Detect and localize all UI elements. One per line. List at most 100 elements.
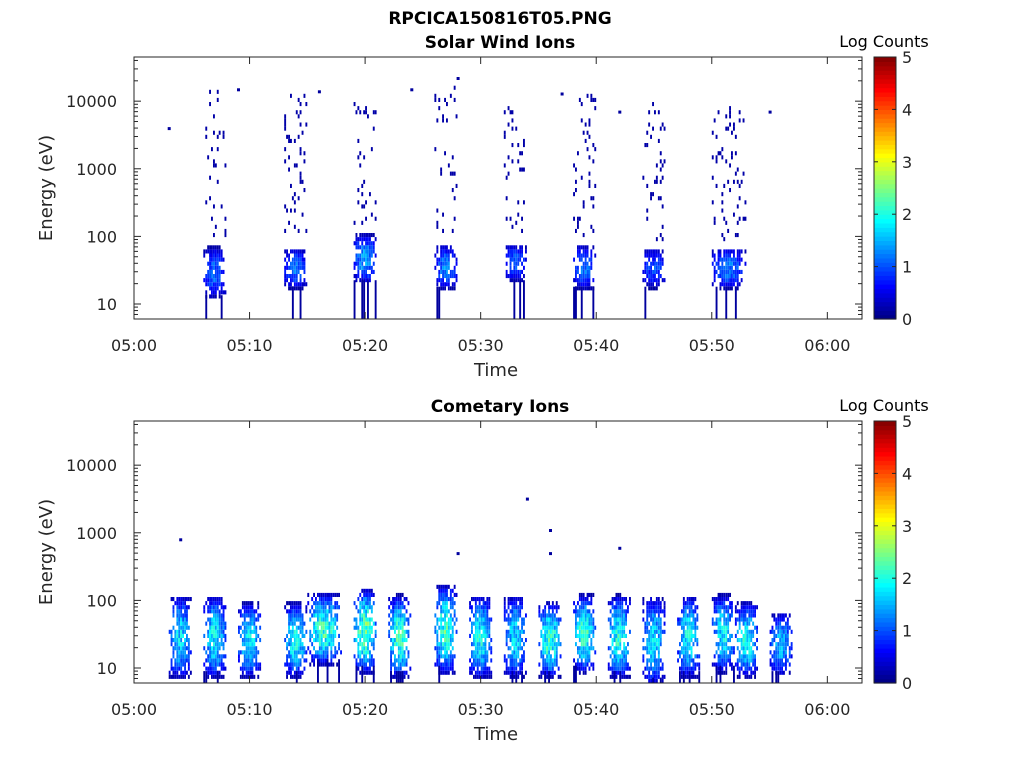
colorbar-segment [874,96,896,102]
data-cell [484,629,487,634]
data-cell [288,282,290,287]
data-cell [785,629,787,634]
data-cell [363,592,366,597]
data-cell [577,286,579,291]
data-cell [511,159,514,164]
data-cell [469,666,471,671]
data-cell [209,257,211,262]
data-cell [746,642,749,647]
data-cell [659,601,662,606]
data-cell [779,642,782,647]
data-cell [220,286,223,291]
data-cell [652,601,654,606]
data-cell [207,654,210,659]
data-cell [295,286,298,291]
data-cell [213,621,215,626]
data-cell [684,629,687,634]
data-cell [478,609,481,614]
data-cell [291,621,294,626]
data-cell [734,278,737,283]
data-cell [661,122,664,127]
data-cell [752,642,755,647]
data-cell [686,662,689,667]
data-cell [509,269,512,274]
data-cell [659,261,662,266]
data-cell [650,253,652,258]
data-cell [580,601,583,606]
data-cell [359,629,362,634]
data-cell [363,658,366,663]
data-cell [174,646,177,651]
data-cell [311,642,314,647]
data-cell [290,249,292,254]
data-cell [176,642,179,647]
data-cell [684,666,687,671]
data-cell [388,605,391,610]
data-cell [361,658,364,663]
data-cell [548,642,550,647]
data-cell [299,621,302,626]
outlier-point [410,88,414,92]
data-cell [698,666,701,671]
data-cell [756,638,758,643]
data-cell [291,674,294,679]
data-cell [690,609,693,614]
data-cell [592,143,595,148]
data-cell [213,601,215,606]
data-cell [727,613,730,618]
data-cell [170,638,173,643]
data-cell [729,274,731,279]
data-cell [785,650,787,655]
data-cell [553,617,556,622]
data-cell [719,269,722,274]
data-cell [623,597,626,602]
data-cell [297,638,300,643]
data-cell [320,592,323,597]
data-cell [361,605,364,610]
data-cell [299,609,302,614]
data-cell [214,646,217,651]
data-cell [301,212,304,217]
data-cell [648,666,651,671]
data-cell [284,282,287,287]
data-cell [777,654,780,659]
data-cell [582,278,585,283]
data-cell [659,126,662,131]
data-cell [613,646,616,651]
data-cell [578,257,581,262]
data-cell [644,278,647,283]
data-cell [478,642,481,647]
data-cell [490,650,493,655]
data-cell [509,253,512,258]
data-cell [367,609,369,614]
data-cell [696,654,699,659]
data-cell [692,658,695,663]
data-cell [357,138,360,143]
data-cell [590,592,593,597]
data-cell [363,666,366,671]
data-cell [513,280,516,319]
data-cell [654,670,656,675]
data-cell [505,638,508,643]
data-cell [725,658,728,663]
data-cell [249,621,252,626]
data-cell [359,642,362,647]
colorbar-segment [874,244,896,250]
data-cell [513,613,516,618]
data-cell [725,249,728,254]
data-cell [740,654,743,659]
data-cell [395,633,398,638]
data-cell [176,617,179,622]
data-cell [779,646,782,651]
data-cell [785,658,787,663]
data-cell [646,253,649,258]
data-cell [295,257,298,262]
data-cell [182,642,184,647]
data-cell [659,638,662,643]
data-cell [551,662,554,667]
data-cell [657,621,660,626]
data-cell [249,617,252,622]
data-cell [365,609,367,614]
data-cell [659,609,662,614]
data-cell [731,261,733,266]
